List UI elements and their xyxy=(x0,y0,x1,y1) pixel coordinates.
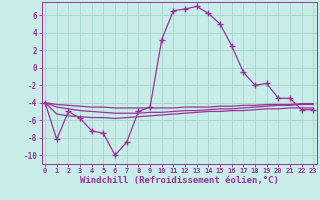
X-axis label: Windchill (Refroidissement éolien,°C): Windchill (Refroidissement éolien,°C) xyxy=(80,176,279,185)
